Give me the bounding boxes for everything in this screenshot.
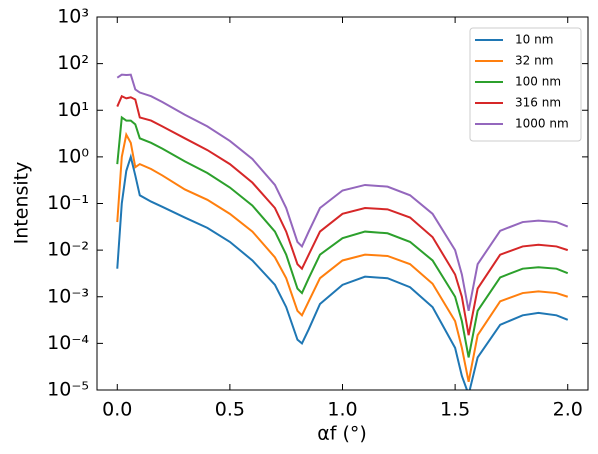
x-tick-label: 1.0 <box>327 399 357 421</box>
y-tick-label: 10⁻⁴ <box>47 332 89 354</box>
series-line <box>116 115 569 358</box>
series-line <box>116 131 569 382</box>
legend-label: 1000 nm <box>515 117 569 131</box>
legend-label: 32 nm <box>515 54 553 68</box>
y-tick-label: 10⁻⁵ <box>47 379 89 401</box>
y-tick-label: 10⁻³ <box>47 285 89 307</box>
y-tick-label: 10² <box>57 52 89 74</box>
y-tick-label: 10³ <box>57 6 89 28</box>
legend-label: 100 nm <box>515 75 561 89</box>
x-tick-label: 0.5 <box>215 399 245 421</box>
x-axis-label: αf (°) <box>317 423 367 445</box>
x-tick-label: 0.0 <box>102 399 132 421</box>
x-tick-label: 1.5 <box>440 399 470 421</box>
legend-box <box>469 27 582 142</box>
series-line <box>116 153 569 390</box>
series-line <box>116 73 569 311</box>
legend-label: 10 nm <box>515 33 553 47</box>
y-tick-label: 10⁻¹ <box>47 192 89 214</box>
y-tick-label: 10⁰ <box>57 145 89 167</box>
y-tick-label: 10¹ <box>57 99 89 121</box>
legend-label: 316 nm <box>515 96 561 110</box>
plot-frame <box>96 16 589 391</box>
y-axis-label: Intensity <box>11 162 33 245</box>
y-tick-label: 10⁻² <box>47 239 89 261</box>
series-line <box>116 94 569 336</box>
legend: 10 nm 32 nm 100 nm 316 nm 1000 nm <box>469 27 582 142</box>
x-tick-label: 2.0 <box>553 399 583 421</box>
